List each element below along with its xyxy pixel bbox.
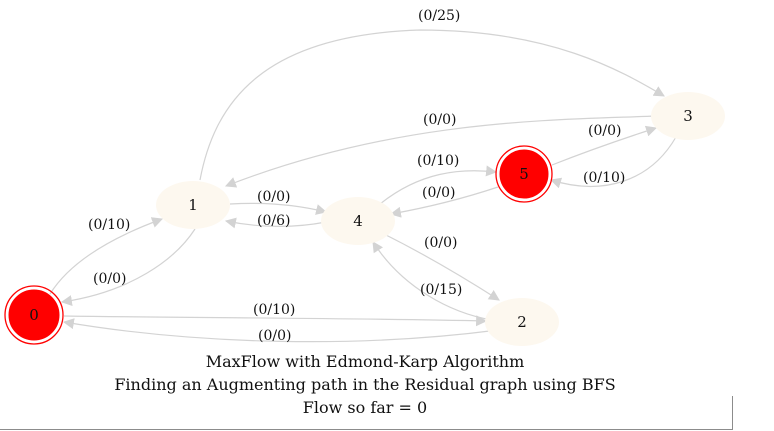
edge-0-1 [49, 217, 164, 295]
edge-4-5 [379, 165, 498, 205]
edge-label-4-5: (0/10) [417, 153, 459, 169]
node-5-label: 5 [519, 165, 529, 183]
edge-label-0-2: (0/10) [253, 302, 295, 318]
caption-group: MaxFlow with Edmond-Karp Algorithm Findi… [114, 352, 615, 417]
node-1-shape [156, 181, 230, 229]
node-4-shape [321, 197, 395, 245]
node-5: 5 [495, 145, 553, 203]
edge-3-1 [224, 115, 657, 188]
nodes-group: 0 1 2 3 4 5 [4, 92, 725, 346]
edges-group [49, 29, 677, 343]
node-0-label: 0 [29, 306, 39, 324]
node-2: 2 [485, 298, 559, 346]
node-1-label: 1 [188, 196, 198, 214]
edge-3-5 [549, 136, 677, 189]
edge-4-2 [383, 233, 500, 301]
edge-label-4-1: (0/6) [257, 213, 290, 229]
edge-2-4 [372, 241, 493, 321]
node-5-outer-ring [495, 145, 553, 203]
edge-label-1-3: (0/25) [418, 8, 460, 24]
edge-2-0 [62, 318, 499, 343]
caption-flow-status: Flow so far = 0 [303, 398, 427, 417]
edge-label-3-5: (0/10) [583, 170, 625, 186]
node-4-label: 4 [353, 212, 363, 230]
caption-subtitle: Finding an Augmenting path in the Residu… [114, 375, 615, 394]
edge-1-0 [60, 228, 196, 306]
caption-title: MaxFlow with Edmond-Karp Algorithm [206, 352, 525, 371]
edge-4-1 [224, 217, 327, 229]
edge-0-2 [63, 315, 488, 327]
node-2-shape [485, 298, 559, 346]
node-3-label: 3 [683, 107, 693, 125]
edge-5-3 [551, 125, 658, 166]
node-3-shape [651, 92, 725, 140]
node-5-fill [499, 149, 549, 199]
edge-label-4-2: (0/0) [424, 235, 457, 251]
node-0: 0 [4, 285, 64, 345]
edge-label-2-0: (0/0) [258, 328, 291, 344]
edge-label-0-1: (0/10) [88, 217, 130, 233]
node-3: 3 [651, 92, 725, 140]
edge-label-3-1: (0/0) [423, 112, 456, 128]
edge-label-2-4: (0/15) [420, 282, 462, 298]
edge-label-1-0: (0/0) [93, 271, 126, 287]
node-4: 4 [321, 197, 395, 245]
node-0-outer-ring [4, 285, 64, 345]
node-1: 1 [156, 181, 230, 229]
edge-1-3 [199, 29, 665, 181]
edge-labels-group: (0/25) (0/0) (0/0) (0/10) (0/10) (0/0) (… [88, 8, 625, 344]
node-0-fill [8, 289, 60, 341]
edge-label-1-4: (0/0) [257, 189, 290, 205]
edge-1-4 [229, 202, 328, 215]
frame-border [0, 396, 733, 430]
edge-label-5-4: (0/0) [422, 185, 455, 201]
edge-label-5-3: (0/0) [588, 123, 621, 139]
edge-5-4 [389, 186, 499, 218]
node-2-label: 2 [517, 313, 527, 331]
